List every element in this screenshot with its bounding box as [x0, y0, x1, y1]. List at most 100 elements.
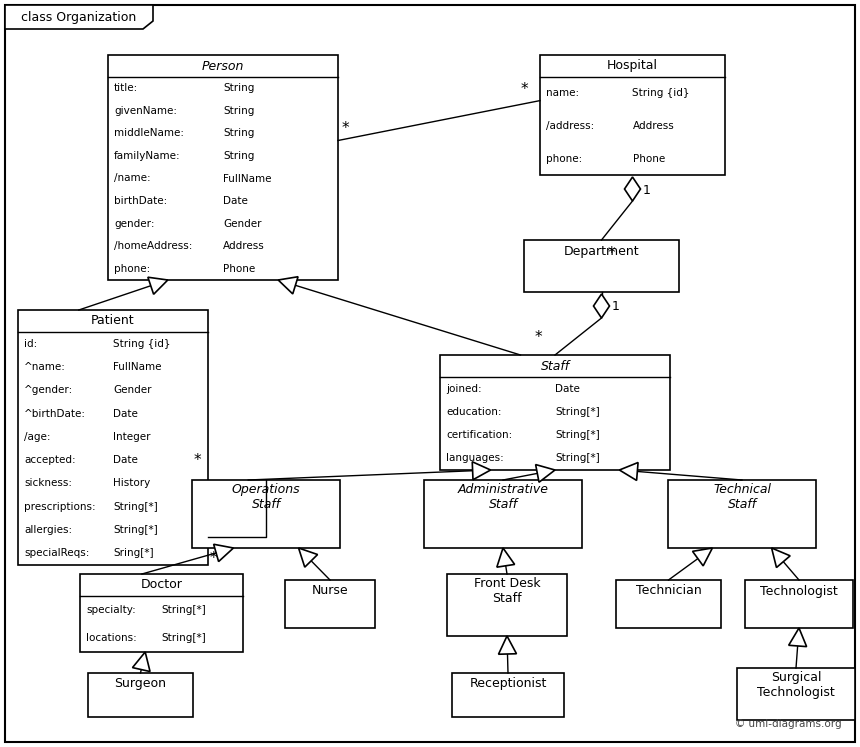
Polygon shape — [593, 294, 610, 318]
Text: locations:: locations: — [86, 633, 137, 643]
Text: String[*]: String[*] — [555, 453, 599, 463]
Polygon shape — [5, 5, 153, 29]
Text: givenName:: givenName: — [114, 106, 177, 116]
Text: *: * — [210, 551, 218, 566]
Text: *: * — [535, 330, 543, 345]
Text: Surgical
Technologist: Surgical Technologist — [757, 671, 835, 699]
Text: String: String — [223, 83, 255, 93]
Text: History: History — [113, 478, 150, 489]
Polygon shape — [499, 636, 517, 654]
Text: String[*]: String[*] — [113, 525, 157, 535]
Text: Surgeon: Surgeon — [114, 678, 167, 690]
Text: ^gender:: ^gender: — [24, 385, 73, 395]
Polygon shape — [298, 548, 317, 567]
Polygon shape — [692, 548, 712, 566]
Text: joined:: joined: — [446, 384, 482, 394]
Text: *: * — [342, 122, 350, 137]
Bar — [524, 240, 679, 292]
Text: Address: Address — [223, 241, 265, 251]
Text: Technician: Technician — [636, 584, 702, 598]
Text: Operations
Staff: Operations Staff — [231, 483, 300, 511]
Text: Patient: Patient — [91, 314, 135, 327]
Text: languages:: languages: — [446, 453, 504, 463]
Text: String: String — [223, 106, 255, 116]
Polygon shape — [771, 548, 790, 568]
Text: Date: Date — [555, 384, 580, 394]
Text: middleName:: middleName: — [114, 128, 184, 138]
Text: ^name:: ^name: — [24, 362, 66, 372]
Bar — [440, 355, 670, 470]
Text: Gender: Gender — [113, 385, 151, 395]
Text: /name:: /name: — [114, 173, 150, 184]
Text: name:: name: — [546, 88, 579, 99]
Text: Technologist: Technologist — [760, 584, 838, 598]
Polygon shape — [789, 628, 807, 647]
Text: Date: Date — [223, 196, 248, 206]
Polygon shape — [278, 276, 298, 294]
Text: specialty:: specialty: — [86, 605, 136, 615]
Text: *: * — [607, 246, 615, 261]
Text: gender:: gender: — [114, 219, 155, 229]
Text: Nurse: Nurse — [311, 584, 348, 598]
Text: String[*]: String[*] — [113, 502, 157, 512]
Polygon shape — [619, 462, 638, 480]
Text: String[*]: String[*] — [555, 430, 599, 440]
Text: familyName:: familyName: — [114, 151, 181, 161]
Text: *: * — [520, 81, 528, 96]
Text: String {id}: String {id} — [632, 88, 690, 99]
Text: String[*]: String[*] — [162, 633, 206, 643]
Polygon shape — [536, 465, 555, 483]
Polygon shape — [132, 652, 150, 672]
Text: Integer: Integer — [113, 432, 150, 441]
Text: Hospital: Hospital — [607, 60, 658, 72]
Text: 1: 1 — [642, 185, 650, 197]
Bar — [737, 668, 855, 720]
Polygon shape — [213, 545, 233, 562]
Text: Department: Department — [563, 244, 639, 258]
Text: Sring[*]: Sring[*] — [113, 548, 154, 558]
Text: Doctor: Doctor — [140, 578, 182, 592]
Text: Person: Person — [202, 60, 244, 72]
Text: prescriptions:: prescriptions: — [24, 502, 95, 512]
Text: Staff: Staff — [540, 359, 569, 373]
Text: *: * — [194, 453, 201, 468]
Bar — [88, 673, 193, 717]
Text: phone:: phone: — [114, 264, 150, 273]
Text: education:: education: — [446, 407, 501, 417]
Polygon shape — [624, 177, 641, 201]
Bar — [540, 55, 725, 175]
Text: phone:: phone: — [546, 154, 582, 164]
Polygon shape — [148, 277, 168, 294]
Bar — [285, 580, 375, 628]
Text: allergies:: allergies: — [24, 525, 72, 535]
Text: FullName: FullName — [113, 362, 162, 372]
Text: /address:: /address: — [546, 121, 594, 131]
Text: Gender: Gender — [223, 219, 261, 229]
Bar — [80, 574, 243, 652]
Text: Phone: Phone — [632, 154, 665, 164]
Text: String[*]: String[*] — [555, 407, 599, 417]
Polygon shape — [472, 462, 490, 480]
Text: Receptionist: Receptionist — [470, 678, 547, 690]
Text: id:: id: — [24, 338, 37, 349]
Text: String: String — [223, 151, 255, 161]
Text: /homeAddress:: /homeAddress: — [114, 241, 193, 251]
Bar — [192, 480, 340, 548]
Text: certification:: certification: — [446, 430, 513, 440]
Bar — [745, 580, 853, 628]
Text: © uml-diagrams.org: © uml-diagrams.org — [735, 719, 842, 729]
Text: Front Desk
Staff: Front Desk Staff — [474, 577, 540, 605]
Text: title:: title: — [114, 83, 138, 93]
Text: String: String — [223, 128, 255, 138]
Polygon shape — [497, 548, 514, 567]
Text: class Organization: class Organization — [22, 10, 137, 23]
Text: Date: Date — [113, 455, 138, 465]
Text: Phone: Phone — [223, 264, 255, 273]
Text: String[*]: String[*] — [162, 605, 206, 615]
Text: Technical
Staff: Technical Staff — [713, 483, 771, 511]
Text: birthDate:: birthDate: — [114, 196, 167, 206]
Bar — [424, 480, 582, 548]
Bar — [668, 480, 816, 548]
Text: 1: 1 — [611, 300, 619, 312]
Bar — [452, 673, 564, 717]
